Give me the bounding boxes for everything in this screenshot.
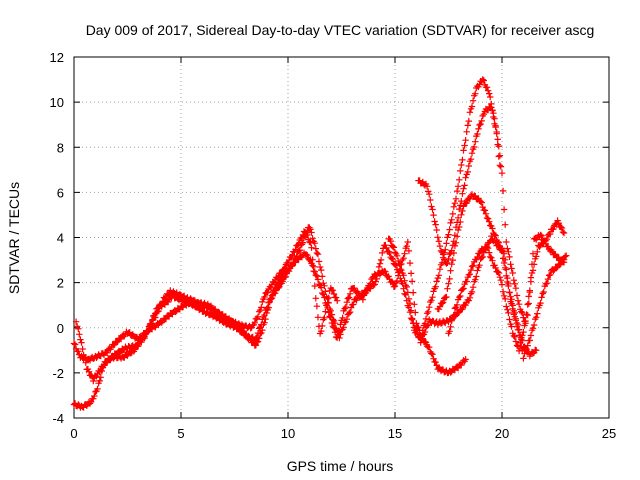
y-axis-label: SDTVAR / TECUs — [6, 182, 22, 294]
x-tick-label: 5 — [177, 426, 184, 441]
y-tick-label: 8 — [57, 140, 64, 155]
grid-layer — [74, 57, 609, 418]
series-track-h — [524, 231, 568, 319]
plus-markers — [434, 191, 570, 362]
data-marks — [70, 76, 570, 411]
y-tick-label: -4 — [52, 411, 64, 426]
plus-markers — [524, 231, 568, 319]
x-axis-label: GPS time / hours — [287, 458, 394, 474]
y-tick-label: 12 — [50, 50, 64, 65]
y-tick-label: 10 — [50, 95, 64, 110]
series-track-g — [445, 217, 568, 355]
plus-markers — [445, 217, 568, 355]
y-tick-label: 0 — [57, 321, 64, 336]
x-tick-label: 0 — [70, 426, 77, 441]
series-track-d — [385, 76, 504, 342]
x-tick-label: 10 — [281, 426, 295, 441]
plus-markers — [415, 103, 529, 327]
x-tick-label: 20 — [495, 426, 509, 441]
series-track-f — [434, 191, 570, 362]
y-tick-label: -2 — [52, 366, 64, 381]
plus-markers — [385, 76, 504, 342]
x-tick-label: 15 — [388, 426, 402, 441]
y-tick-label: 2 — [57, 276, 64, 291]
chart-title: Day 009 of 2017, Sidereal Day-to-day VTE… — [86, 22, 595, 38]
axis-ticks: 0 5 10 15 20 25 -4 -2 0 2 4 6 8 10 12 — [50, 50, 617, 441]
y-tick-label: 6 — [57, 185, 64, 200]
x-tick-label: 25 — [602, 426, 616, 441]
y-tick-label: 4 — [57, 231, 64, 246]
series-track-e — [415, 103, 529, 327]
